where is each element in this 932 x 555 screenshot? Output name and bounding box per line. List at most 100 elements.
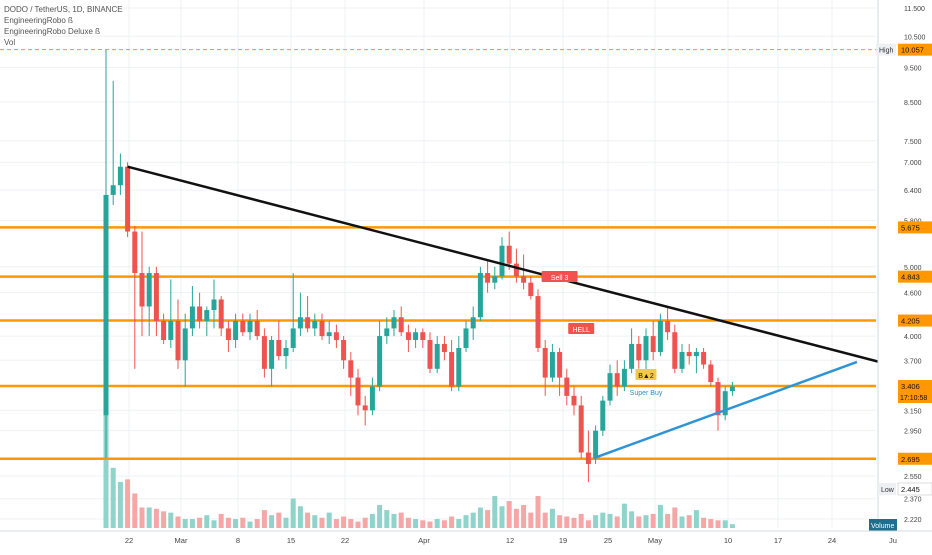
candle: [492, 266, 498, 290]
volume-bar: [535, 496, 541, 528]
volume-bar: [434, 519, 440, 528]
candle: [607, 364, 613, 406]
candle: [182, 313, 188, 387]
candle: [427, 332, 433, 374]
candle-body: [297, 317, 303, 329]
candle-body: [456, 347, 462, 387]
volume-bar: [398, 512, 404, 528]
volume-bar: [463, 515, 469, 528]
candle: [701, 347, 707, 369]
candle-body: [175, 320, 181, 361]
candle: [405, 324, 411, 353]
candle-body: [650, 336, 656, 353]
candle: [679, 343, 685, 374]
x-tick-label: 19: [559, 536, 567, 545]
candle-body: [225, 328, 231, 340]
candle: [722, 386, 728, 421]
x-tick-label: 22: [341, 536, 349, 545]
level-label: 4.843: [901, 273, 920, 282]
candle-body: [492, 276, 498, 283]
candle: [521, 254, 527, 290]
volume-bar: [211, 520, 217, 528]
level-label-box: [898, 314, 932, 327]
candle: [499, 237, 505, 280]
candle: [384, 317, 390, 344]
volume-bar: [391, 513, 397, 528]
candle: [636, 336, 642, 369]
candle-body: [665, 320, 671, 333]
candle: [693, 347, 699, 374]
candle: [549, 343, 555, 383]
candle-body: [254, 320, 260, 337]
candle: [477, 266, 483, 321]
candle: [434, 336, 440, 374]
candle: [506, 231, 512, 270]
level-label: 2.695: [901, 455, 920, 464]
volume-bar: [161, 511, 167, 528]
volume-bar: [355, 521, 361, 528]
volume-bar: [413, 519, 419, 528]
candle-body: [506, 245, 512, 264]
candle: [513, 248, 519, 283]
candle: [211, 279, 217, 329]
volume-bar: [348, 519, 354, 528]
volume-bar: [557, 515, 563, 528]
symbol-title[interactable]: DODO / TetherUS, 1D, BINANCE: [4, 5, 123, 14]
candle: [528, 276, 534, 300]
level-label-box: [898, 270, 932, 283]
indicator-engineeringrobo[interactable]: EngineeringRobo ß: [4, 16, 73, 25]
countdown-box: [898, 392, 932, 404]
candle-body: [348, 360, 354, 378]
candle: [197, 292, 203, 329]
signal-sell-text: Sell 3: [551, 275, 569, 282]
candle: [247, 313, 253, 340]
candle-body: [686, 352, 692, 357]
candle-body: [557, 352, 563, 378]
candle: [614, 360, 620, 396]
candle: [441, 336, 447, 361]
candle: [175, 299, 181, 369]
candle-body: [434, 343, 440, 369]
candle-body: [693, 352, 699, 357]
volume-bar: [578, 513, 584, 528]
volume-bar: [441, 520, 447, 528]
candle: [290, 273, 296, 353]
candle-body: [672, 332, 678, 369]
candle: [665, 306, 671, 340]
candle: [261, 328, 267, 378]
x-tick-label: May: [648, 536, 662, 545]
y-tick-label: 7.500: [904, 139, 922, 146]
indicator-volume[interactable]: Vol: [4, 38, 16, 47]
candle: [542, 339, 548, 396]
candle-body: [722, 391, 728, 416]
volume-bar: [427, 521, 433, 528]
y-tick-label: 6.400: [904, 188, 922, 195]
candle: [657, 313, 663, 357]
candle-body: [326, 332, 332, 337]
candle: [125, 162, 131, 238]
candle: [686, 343, 692, 365]
volume-bar: [125, 479, 131, 528]
candle: [312, 313, 318, 337]
volume-bar: [542, 512, 548, 528]
x-tick-label: 17: [774, 536, 782, 545]
candle: [225, 320, 231, 353]
volume-bar: [477, 507, 483, 528]
candle: [391, 310, 397, 337]
candle: [297, 292, 303, 337]
candle: [117, 153, 123, 195]
volume-bar: [254, 519, 260, 528]
candle: [650, 320, 656, 361]
candle-body: [470, 317, 476, 329]
candle-body: [564, 377, 570, 396]
low-value: 2.445: [901, 485, 920, 494]
candle: [254, 310, 260, 340]
volume-bar: [657, 504, 663, 528]
signal-sell: Sell 3: [541, 271, 578, 282]
indicator-engineeringrobo-deluxe[interactable]: EngineeringRobo Deluxe ß: [4, 27, 101, 36]
candle-body: [110, 185, 116, 195]
candle-body: [643, 336, 649, 361]
candle-body: [600, 400, 606, 431]
level-label-box: [898, 221, 932, 234]
